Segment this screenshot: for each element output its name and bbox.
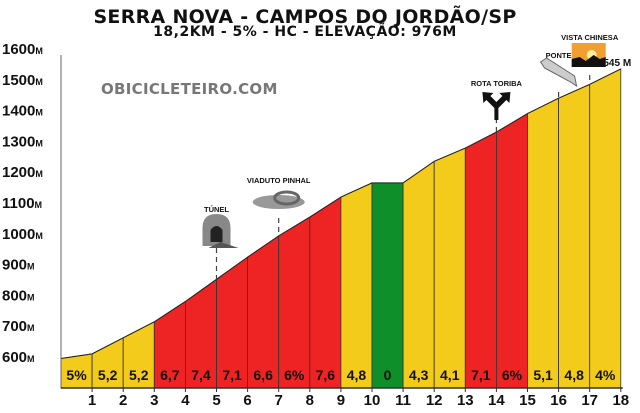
profile-segment — [527, 97, 559, 389]
x-tick-label: 4 — [181, 392, 190, 409]
segment-grade-label: 5,2 — [129, 367, 149, 383]
y-tick-label: 1000M — [2, 226, 43, 243]
x-tick-label: 3 — [150, 392, 158, 409]
segment-grade-label: 7,6 — [316, 367, 336, 383]
segment-grade-label: 6,6 — [253, 367, 273, 383]
fork-arrow — [482, 92, 511, 120]
y-tick-label: 1300M — [2, 133, 43, 150]
mountains — [571, 55, 606, 67]
landmark-label: VIADUTO PINHAL — [247, 176, 311, 185]
x-tick-label: 16 — [550, 392, 567, 409]
y-tick-label: 1200M — [2, 164, 43, 181]
x-tick-label: 11 — [395, 392, 411, 409]
chart-subtitle: 18,2KM - 5% - HC - ELEVAÇÃO: 976M — [153, 24, 457, 40]
x-tick-label: 14 — [488, 392, 505, 409]
landmark-label: PONTE — [546, 51, 572, 60]
y-tick-label: 900M — [2, 257, 35, 274]
landmark-label: VISTA CHINESA — [561, 33, 619, 42]
segment-grade-label: 6% — [502, 367, 523, 383]
profile-segment — [247, 235, 280, 389]
profile-segment — [558, 83, 591, 389]
y-tick-label: 1600M — [2, 41, 43, 58]
chart-title: SERRA NOVA - CAMPOS DO JORDÃO/SP — [93, 6, 517, 28]
segment-grade-label: 4,3 — [409, 367, 429, 383]
x-tick-label: 5 — [212, 392, 220, 409]
segment-grade-label: 7,1 — [471, 367, 491, 383]
y-tick-label: 800M — [2, 287, 35, 304]
y-tick-label: 700M — [2, 318, 35, 335]
x-tick-label: 1 — [88, 392, 96, 409]
summit-elevation-label: 1545 M — [598, 58, 631, 69]
viaduct-loop — [273, 190, 301, 206]
viaduct-icon — [252, 190, 305, 209]
profile-segment — [495, 112, 528, 389]
x-tick-label: 6 — [243, 392, 251, 409]
x-tick-label: 18 — [612, 392, 629, 409]
tunnel-road — [208, 242, 239, 248]
profile-segment — [278, 216, 311, 389]
y-tick-label: 1400M — [2, 103, 43, 120]
profile-segment — [433, 147, 466, 389]
segment-grade-label: 5,1 — [533, 367, 553, 383]
watermark: OBICICLETEIRO.COM — [101, 80, 278, 98]
profile-segment — [589, 68, 622, 389]
tunnel-opening — [210, 226, 223, 242]
segment-grade-label: 4,8 — [347, 367, 367, 383]
bridge-shape — [539, 57, 578, 88]
segment-grade-label: 6,7 — [160, 367, 180, 383]
segment-grade-label: 7,4 — [191, 367, 211, 383]
x-tick-label: 7 — [275, 392, 283, 409]
y-tick-label: 600M — [2, 349, 35, 366]
x-tick-label: 10 — [364, 392, 381, 409]
segment-grade-label: 7,1 — [222, 367, 242, 383]
segment-grade-label: 4,8 — [564, 367, 584, 383]
profile-segment — [309, 196, 342, 389]
profile-line — [60, 68, 622, 359]
sunset-landscape-icon — [571, 43, 606, 67]
segment-grade-label: 4,1 — [440, 367, 460, 383]
segment-grade-label: 6% — [284, 367, 305, 383]
profile-segment — [402, 160, 435, 389]
landmark-label: ROTA TORIBA — [471, 79, 523, 88]
bridge-icon — [539, 57, 578, 88]
profile-segment — [340, 182, 373, 389]
profile-segment — [371, 182, 404, 389]
segment-grade-label: 5,2 — [98, 367, 118, 383]
profile-segment — [464, 131, 497, 389]
x-tick-label: 13 — [457, 392, 474, 409]
y-tick-label: 1500M — [2, 72, 43, 89]
segment-grade-label: 0 — [384, 367, 392, 383]
segment-grade-label: 5% — [66, 367, 87, 383]
x-tick-label: 2 — [119, 392, 127, 409]
x-tick-label: 8 — [306, 392, 314, 409]
x-tick-label: 15 — [519, 392, 536, 409]
x-tick-label: 12 — [426, 392, 443, 409]
x-tick-label: 9 — [337, 392, 345, 409]
landmark-label: TÚNEL — [204, 205, 229, 214]
tunnel-icon — [202, 214, 239, 248]
x-tick-label: 17 — [581, 392, 598, 409]
segment-grade-label: 4% — [595, 367, 616, 383]
y-tick-label: 1100M — [2, 195, 42, 212]
fork-arrow-icon — [482, 92, 511, 120]
